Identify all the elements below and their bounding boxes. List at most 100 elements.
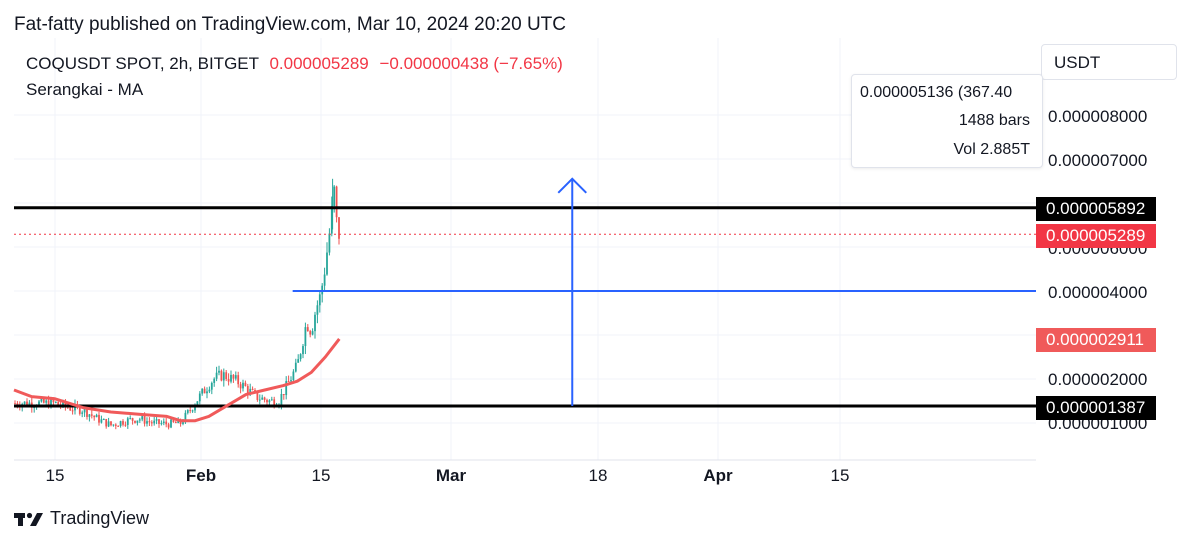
measure-delta: 0.000005136 (367.40 (860, 84, 1013, 101)
candle-body (302, 346, 304, 355)
candle-body (323, 274, 326, 286)
candle-body (81, 412, 84, 414)
candle-body (167, 424, 170, 428)
candle-body (282, 394, 285, 396)
tradingview-logo[interactable]: TradingView (14, 508, 149, 529)
candle-body (28, 402, 31, 406)
candle-body (172, 419, 175, 422)
candle-body (90, 414, 93, 416)
candle-body (184, 412, 187, 423)
candle-body (326, 252, 328, 275)
symbol-name[interactable]: COQUSDT SPOT, 2h, BITGET (26, 54, 259, 73)
candle-body (273, 399, 276, 407)
candle-body (138, 419, 141, 421)
candle-body (114, 424, 117, 426)
candle-body (314, 314, 316, 332)
candle-body (57, 401, 60, 405)
candle-body (153, 420, 156, 424)
candle-body (287, 381, 290, 383)
candle-body (95, 414, 98, 418)
ma-line (13, 337, 341, 423)
candle-body (266, 399, 268, 403)
candle-body (146, 421, 148, 424)
indicator-legend[interactable]: Serangkai - MA (26, 80, 144, 99)
candle-body (158, 419, 160, 424)
candle-body (246, 386, 249, 394)
candle-body (150, 422, 153, 424)
candle-body (122, 421, 124, 425)
candle-body (86, 408, 88, 417)
candle-body (206, 391, 208, 394)
candle-body (258, 399, 261, 401)
candle-body (50, 399, 52, 408)
support-price-flag: 0.000001387 (1036, 396, 1156, 420)
candle-body (78, 406, 81, 414)
candle-body (309, 331, 312, 335)
candle-body (208, 389, 211, 392)
tradingview-logo-text: TradingView (50, 508, 150, 528)
candle-body (330, 205, 333, 234)
measure-tooltip: 0.000005136 (367.40 1488 bars Vol 2.885T (851, 74, 1043, 168)
candle-body (328, 233, 331, 253)
candle-body (232, 374, 235, 379)
candle-body (249, 388, 252, 394)
candle-body (290, 380, 292, 382)
candle-body (14, 403, 16, 405)
candle-body (244, 382, 247, 387)
candle-body (191, 410, 194, 412)
candle-body (40, 398, 43, 402)
candle-body (201, 388, 204, 394)
candle-body (71, 410, 74, 412)
currency-selector[interactable]: USDT (1041, 44, 1177, 80)
candle-body (198, 393, 201, 402)
date-tick-label: 15 (45, 466, 65, 485)
candle-body (110, 421, 112, 426)
candle-body (100, 419, 103, 423)
candle-body (251, 388, 254, 390)
candle-body (203, 388, 206, 394)
candle-body (220, 370, 223, 381)
price-change-value: −0.000000438 (−7.65%) (379, 54, 563, 73)
candle-body (335, 186, 338, 218)
candle-body (38, 401, 40, 407)
measure-volume: Vol 2.885T (953, 141, 1031, 158)
candle-body (215, 372, 218, 379)
candle-body (218, 370, 220, 373)
candle-body (316, 305, 319, 315)
candle-body (93, 415, 96, 418)
candle-body (148, 421, 151, 423)
resistance-price-flag: 0.000005892 (1036, 197, 1156, 221)
candle-body (186, 410, 189, 413)
candle-body (162, 421, 165, 424)
candle-body (107, 421, 110, 427)
candle-body (194, 405, 196, 411)
candle-body (47, 400, 50, 408)
date-tick-label: 15 (311, 466, 331, 485)
candle-body (98, 414, 100, 423)
candle-body (33, 407, 36, 409)
candle-body (54, 401, 57, 403)
candle-body (134, 420, 136, 423)
candle-body (136, 420, 139, 423)
candle-body (62, 401, 64, 406)
date-tick-label: 18 (588, 466, 608, 485)
date-tick-label: Apr (703, 466, 733, 485)
candle-body (234, 375, 237, 379)
candle-body (160, 423, 163, 425)
measure-arrow-head (557, 177, 587, 194)
candle-body (165, 421, 168, 425)
candle-body (174, 421, 177, 424)
candle-body (294, 362, 297, 372)
candle-body (304, 327, 307, 347)
candle-body (23, 401, 26, 405)
publisher-caption: Fat-fatty published on TradingView.com, … (14, 14, 567, 35)
candle-body (189, 410, 192, 412)
candle-body (311, 331, 314, 335)
candle-body (88, 414, 91, 417)
candle-body (42, 398, 45, 403)
candle-body (333, 186, 336, 206)
candle-body (222, 372, 225, 381)
candle-body (126, 418, 129, 425)
last-price-flag: 0.000005289 (1036, 224, 1156, 248)
